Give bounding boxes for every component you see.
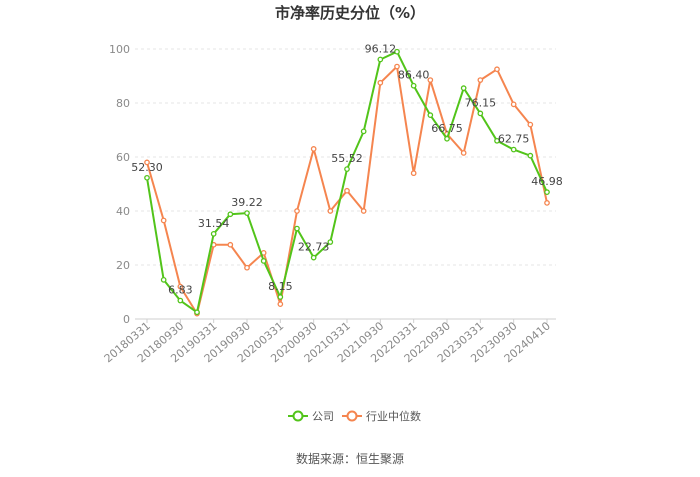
y-tick-label: 40 [116,205,130,218]
data-label: 31.54 [198,217,230,230]
series-point-52c41a [277,294,284,300]
series-point-f5854f [477,77,484,83]
series-point-f5854f [227,241,234,248]
data-label: 46.98 [531,175,563,188]
series-point-52c41a [227,211,234,218]
y-tick-label: 20 [116,259,130,272]
data-label: 6.83 [168,284,193,297]
y-tick-label: 60 [116,151,130,164]
series-point-52c41a [427,112,434,119]
series-point-52c41a [460,85,467,92]
series-point-52c41a [210,230,217,237]
legend: 公司 行业中位数 [288,409,421,423]
data-label: 66.75 [431,122,463,135]
series-point-f5854f [377,79,384,86]
series-point-f5854f [144,159,150,166]
series-point-f5854f [410,170,417,177]
series-point-f5854f [327,208,334,214]
series-point-f5854f [510,101,517,108]
series-point-f5854f [244,264,250,271]
data-label: 76.15 [465,96,497,109]
series-point-52c41a [177,297,184,304]
data-label: 8.15 [268,280,293,293]
series-point-52c41a [477,110,484,117]
series-point-52c41a [327,239,334,245]
legend-marker-52c41a [292,410,304,422]
data-label: 62.75 [498,133,530,146]
series-point-52c41a [160,276,167,283]
series-point-52c41a [194,309,200,316]
data-label: 39.22 [231,196,263,209]
series-point-f5854f [460,150,467,156]
series-point-52c41a [410,82,417,89]
chart-title: 市净率历史分位（%） [275,4,425,22]
data-label: 52.30 [131,161,163,174]
series-point-52c41a [260,258,267,264]
series-point-52c41a [444,135,450,142]
series-point-52c41a [244,210,250,216]
series-point-f5854f [544,200,550,206]
series-point-52c41a [294,225,300,232]
series-point-f5854f [177,283,184,290]
y-tick-label: 100 [109,43,130,56]
data-source-text: 数据来源：恒生聚源 [296,451,404,466]
series-point-f5854f [277,301,284,307]
series-point-f5854f [310,146,317,152]
series-point-f5854f [344,187,350,194]
series-point-52c41a [310,254,317,261]
legend-marker-f5854f [346,410,358,422]
data-label: 22.73 [298,241,330,254]
series-point-52c41a [544,189,550,196]
series-point-f5854f [527,121,534,128]
legend-label-52c41a: 公司 [312,410,334,423]
series-point-f5854f [394,63,400,70]
series-point-52c41a [344,166,350,172]
series-point-52c41a [144,174,150,181]
series-point-52c41a [527,152,534,159]
series-point-52c41a [394,48,400,55]
series-point-f5854f [360,208,367,214]
data-label: 86.40 [398,69,430,82]
y-tick-label: 80 [116,97,130,110]
series-point-f5854f [160,217,167,224]
legend-label-f5854f: 行业中位数 [366,409,421,423]
series-point-f5854f [494,66,500,73]
axis-layer: 0204060801002018033120180930201903312019… [102,43,553,365]
series-point-52c41a [510,146,517,153]
series-point-f5854f [294,208,300,214]
data-label: 96.12 [365,42,397,55]
series-point-52c41a [377,56,384,63]
data-label: 55.52 [331,152,363,165]
series-point-f5854f [427,77,434,83]
series-point-52c41a [360,128,367,135]
series-point-52c41a [494,137,500,144]
grid-layer [135,48,556,320]
series-layer [144,48,550,317]
y-tick-label: 0 [123,313,130,326]
